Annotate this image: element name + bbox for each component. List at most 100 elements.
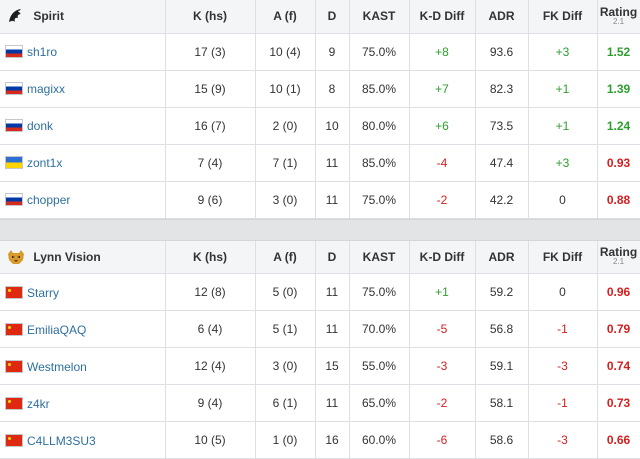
player-name-link[interactable]: Starry xyxy=(27,285,59,299)
col-rating[interactable]: Rating 2.1 xyxy=(597,0,640,33)
assists-cell: 10 (1) xyxy=(255,70,315,107)
player-name-link[interactable]: zont1x xyxy=(27,156,62,170)
fk-diff-cell: +1 xyxy=(528,107,597,144)
kast-cell: 70.0% xyxy=(349,311,409,348)
col-kills[interactable]: K (hs) xyxy=(165,0,255,33)
player-name-link[interactable]: sh1ro xyxy=(27,45,57,59)
col-kd-diff[interactable]: K-D Diff xyxy=(409,0,475,33)
kills-cell: 7 (4) xyxy=(165,144,255,181)
adr-cell: 59.1 xyxy=(475,348,528,385)
kast-cell: 85.0% xyxy=(349,144,409,181)
rating-cell: 0.66 xyxy=(597,422,640,459)
player-cell[interactable]: Starry xyxy=(0,274,165,311)
assists-cell: 7 (1) xyxy=(255,144,315,181)
fk-diff-cell: -1 xyxy=(528,311,597,348)
kast-cell: 80.0% xyxy=(349,107,409,144)
team-name: Spirit xyxy=(33,9,64,23)
assists-cell: 10 (4) xyxy=(255,33,315,70)
col-kd-diff[interactable]: K-D Diff xyxy=(409,241,475,274)
player-cell[interactable]: donk xyxy=(0,107,165,144)
player-cell[interactable]: z4kr xyxy=(0,385,165,422)
kd-diff-cell: -2 xyxy=(409,385,475,422)
kd-diff-cell: -6 xyxy=(409,422,475,459)
player-name-link[interactable]: donk xyxy=(27,119,53,133)
kast-cell: 75.0% xyxy=(349,33,409,70)
assists-cell: 5 (0) xyxy=(255,274,315,311)
spirit-logo-icon xyxy=(6,6,26,26)
fk-diff-cell: -3 xyxy=(528,422,597,459)
col-adr[interactable]: ADR xyxy=(475,0,528,33)
adr-cell: 82.3 xyxy=(475,70,528,107)
team-header[interactable]: Lynn Vision xyxy=(0,241,165,274)
player-cell[interactable]: zont1x xyxy=(0,144,165,181)
deaths-cell: 11 xyxy=(315,311,349,348)
deaths-cell: 11 xyxy=(315,274,349,311)
player-cell[interactable]: magixx xyxy=(0,70,165,107)
player-name-link[interactable]: chopper xyxy=(27,193,70,207)
assists-cell: 5 (1) xyxy=(255,311,315,348)
kd-diff-cell: +8 xyxy=(409,33,475,70)
country-flag-icon xyxy=(6,324,22,335)
player-cell[interactable]: Westmelon xyxy=(0,348,165,385)
player-cell[interactable]: C4LLM3SU3 xyxy=(0,422,165,459)
player-cell[interactable]: EmiliaQAQ xyxy=(0,311,165,348)
assists-cell: 6 (1) xyxy=(255,385,315,422)
player-name-link[interactable]: magixx xyxy=(27,82,65,96)
col-kast[interactable]: KAST xyxy=(349,0,409,33)
player-name-link[interactable]: z4kr xyxy=(27,396,50,410)
deaths-cell: 15 xyxy=(315,348,349,385)
player-name-link[interactable]: C4LLM3SU3 xyxy=(27,433,96,447)
adr-cell: 58.1 xyxy=(475,385,528,422)
kast-cell: 60.0% xyxy=(349,422,409,459)
kills-cell: 12 (8) xyxy=(165,274,255,311)
rating-version: 2.1 xyxy=(598,18,640,26)
assists-cell: 2 (0) xyxy=(255,107,315,144)
deaths-cell: 11 xyxy=(315,181,349,218)
col-deaths[interactable]: D xyxy=(315,241,349,274)
team-header[interactable]: Spirit xyxy=(0,0,165,33)
player-name-link[interactable]: EmiliaQAQ xyxy=(27,322,86,336)
player-cell[interactable]: sh1ro xyxy=(0,33,165,70)
col-kills[interactable]: K (hs) xyxy=(165,241,255,274)
kd-diff-cell: +1 xyxy=(409,274,475,311)
kd-diff-cell: +7 xyxy=(409,70,475,107)
country-flag-icon xyxy=(6,194,22,205)
kills-cell: 6 (4) xyxy=(165,311,255,348)
col-deaths[interactable]: D xyxy=(315,0,349,33)
kills-cell: 9 (4) xyxy=(165,385,255,422)
col-fk-diff[interactable]: FK Diff xyxy=(528,0,597,33)
country-flag-icon xyxy=(6,46,22,57)
lynn-vision-logo-icon xyxy=(6,247,26,267)
kills-cell: 12 (4) xyxy=(165,348,255,385)
kd-diff-cell: -5 xyxy=(409,311,475,348)
fk-diff-cell: 0 xyxy=(528,181,597,218)
rating-cell: 1.24 xyxy=(597,107,640,144)
kills-cell: 16 (7) xyxy=(165,107,255,144)
kd-diff-cell: +6 xyxy=(409,107,475,144)
fk-diff-cell: 0 xyxy=(528,274,597,311)
col-rating[interactable]: Rating 2.1 xyxy=(597,241,640,274)
player-cell[interactable]: chopper xyxy=(0,181,165,218)
kills-cell: 17 (3) xyxy=(165,33,255,70)
deaths-cell: 9 xyxy=(315,33,349,70)
rating-cell: 0.88 xyxy=(597,181,640,218)
kast-cell: 55.0% xyxy=(349,348,409,385)
col-adr[interactable]: ADR xyxy=(475,241,528,274)
rating-cell: 0.73 xyxy=(597,385,640,422)
table-header-row: Spirit K (hs) A (f) D KAST K-D Diff ADR … xyxy=(0,0,640,33)
kast-cell: 75.0% xyxy=(349,181,409,218)
col-fk-diff[interactable]: FK Diff xyxy=(528,241,597,274)
player-name-link[interactable]: Westmelon xyxy=(27,359,87,373)
col-assists[interactable]: A (f) xyxy=(255,241,315,274)
col-kast[interactable]: KAST xyxy=(349,241,409,274)
rating-cell: 0.74 xyxy=(597,348,640,385)
col-assists[interactable]: A (f) xyxy=(255,0,315,33)
country-flag-icon xyxy=(6,83,22,94)
